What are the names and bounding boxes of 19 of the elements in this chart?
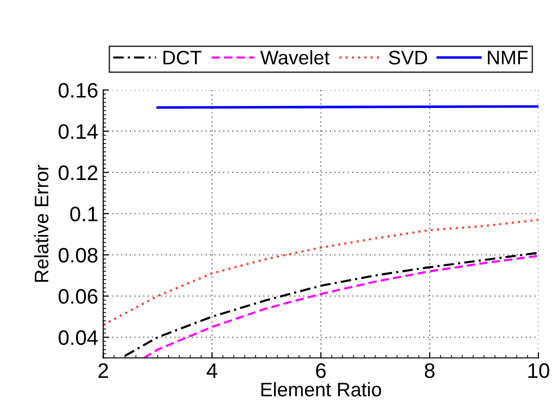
x-tick-label: 6 [316, 363, 326, 378]
legend-label: Wavelet [260, 50, 330, 64]
x-tick-label: 4 [206, 364, 218, 378]
legend-label: SVD [388, 50, 428, 64]
y-tick-label: 0.16 [58, 82, 98, 98]
y-tick-label: 0.06 [58, 289, 98, 304]
y-tick-label: 0.14 [58, 124, 98, 139]
x-tick-label: 8 [424, 363, 435, 378]
y-tick-label: 0.08 [58, 248, 98, 263]
y-tick-label: 0.1 [70, 206, 98, 222]
x-tick-label: 10 [528, 363, 550, 378]
line-series [103, 218, 538, 326]
y-tick-label: 0.04 [58, 330, 98, 346]
legend-label: NMF [488, 50, 528, 64]
y-tick-label: 0.12 [58, 165, 98, 180]
y-axis-title: Relative Error [34, 164, 48, 282]
x-axis-title: Element Ratio [261, 382, 382, 396]
x-tick-label: 2 [98, 363, 108, 378]
legend-label: DCT [163, 50, 202, 64]
